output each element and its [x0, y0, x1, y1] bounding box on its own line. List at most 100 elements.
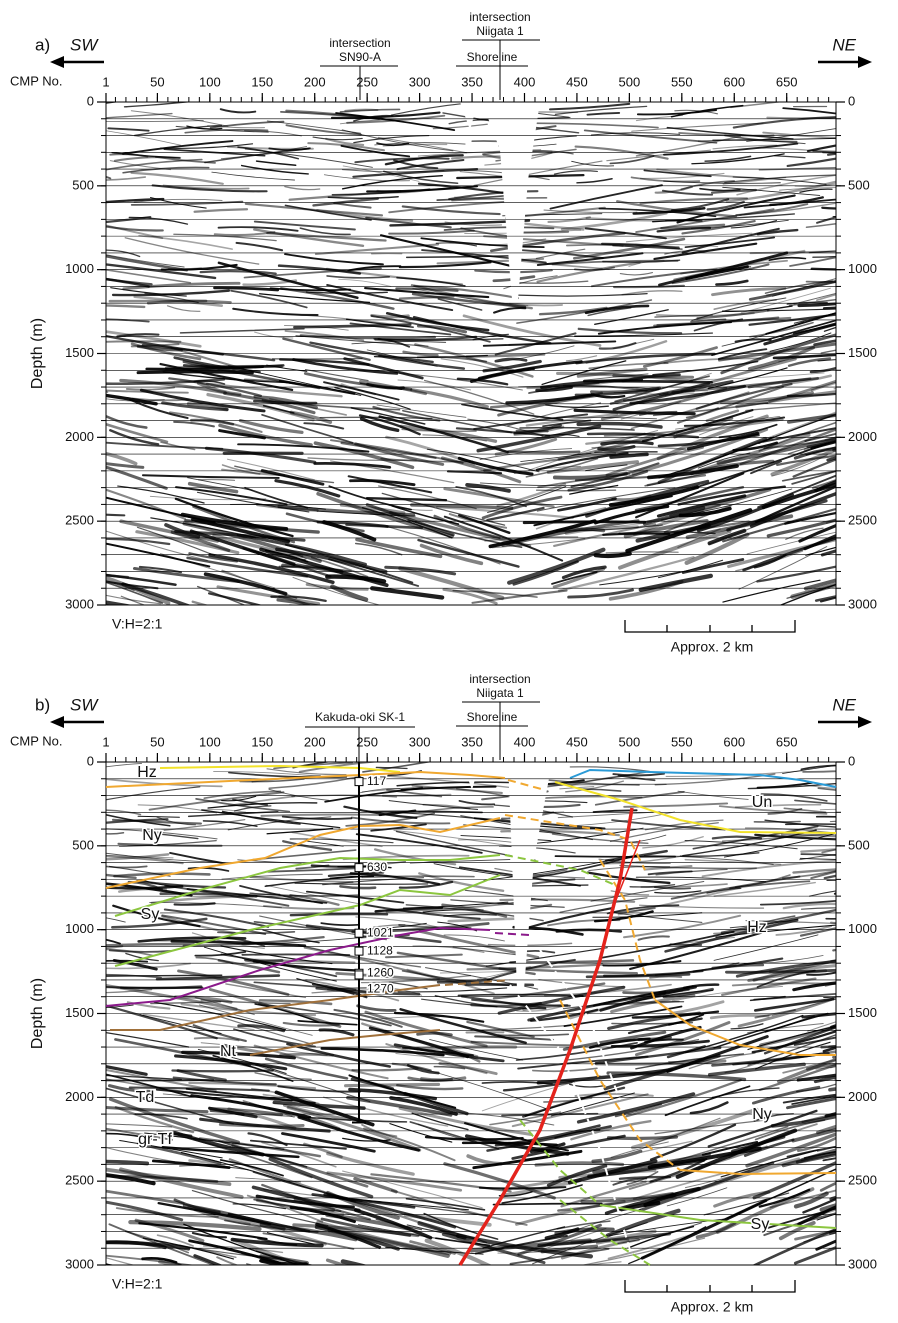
x-tick-label: 100 [199, 74, 221, 89]
reflector [320, 1030, 353, 1035]
reflector [389, 231, 474, 234]
reflector [244, 280, 296, 284]
reflector [215, 288, 278, 290]
reflector [801, 765, 853, 769]
reflector [108, 128, 148, 130]
reflector [822, 1199, 862, 1210]
reflector [685, 237, 774, 247]
reflector [278, 600, 394, 621]
arrow-head [858, 716, 872, 728]
reflector [490, 521, 594, 546]
reflector [175, 903, 215, 904]
intersection-name: SN90-A [339, 50, 381, 64]
reflector [215, 232, 275, 235]
well-marker-box [355, 864, 363, 872]
reflector [313, 137, 362, 140]
y-tick-label: 1500 [848, 345, 877, 360]
y-tick-label: 0 [848, 753, 855, 768]
y-tick-label: 2000 [65, 1089, 94, 1104]
reflector [206, 448, 314, 462]
reflector [488, 943, 571, 945]
reflector [95, 865, 146, 868]
horizon-label: gr-Tf [138, 1131, 172, 1148]
reflector [714, 935, 818, 960]
x-tick-label: 600 [723, 74, 745, 89]
y-tick-label: 3000 [65, 596, 94, 611]
reflector [811, 366, 843, 372]
reflector [358, 1006, 395, 1011]
reflector [831, 951, 898, 961]
reflector [198, 1266, 283, 1288]
reflector [264, 906, 354, 909]
reflector [538, 263, 640, 282]
reflector [340, 886, 375, 888]
y-tick-label: 1000 [65, 921, 94, 936]
data-gap [482, 102, 540, 300]
reflector [143, 475, 279, 478]
reflector [367, 186, 477, 191]
reflector [810, 888, 873, 896]
x-tick-label: 1 [102, 734, 109, 749]
y-tick-label: 500 [72, 837, 94, 852]
arrow-head [50, 716, 64, 728]
y-axis-label: Depth (m) [29, 978, 46, 1049]
reflector [85, 539, 170, 544]
reflector [546, 405, 608, 408]
reflector [496, 359, 526, 361]
reflector [759, 168, 845, 170]
arrow-head [858, 56, 872, 68]
aspect-note: V:H=2:1 [112, 616, 163, 632]
well-marker-box [355, 778, 363, 786]
reflector [367, 350, 437, 366]
y-tick-label: 2500 [848, 513, 877, 528]
reflector [670, 944, 701, 945]
x-tick-label: 450 [566, 734, 588, 749]
reflector [349, 476, 432, 492]
reflector [199, 479, 235, 480]
reflector [294, 325, 410, 328]
reflector [659, 253, 786, 285]
reflector [69, 237, 101, 240]
x-tick-label: 100 [199, 734, 221, 749]
reflector [325, 607, 415, 618]
reflector [655, 891, 701, 893]
reflector [364, 1129, 454, 1161]
reflector [789, 404, 898, 422]
intersection-name: Niigata 1 [476, 686, 524, 700]
reflector [744, 526, 877, 570]
reflector [826, 917, 898, 919]
y-tick-label: 2500 [65, 513, 94, 528]
reflector [468, 1156, 501, 1164]
reflector [113, 291, 229, 295]
reflector [536, 1163, 622, 1165]
reflector [242, 954, 349, 955]
reflector [362, 876, 474, 877]
x-tick-label: 350 [461, 734, 483, 749]
reflector [127, 387, 174, 389]
y-tick-label: 2000 [848, 1089, 877, 1104]
reflector [100, 226, 163, 231]
intersection-name: Niigata 1 [476, 24, 524, 38]
well-marker-label: 1021 [367, 925, 394, 939]
y-tick-label: 500 [72, 177, 94, 192]
reflector [283, 339, 369, 360]
reflector [824, 306, 898, 331]
reflector [775, 156, 805, 158]
reflector [307, 841, 343, 846]
reflector [267, 233, 385, 240]
reflector [376, 767, 407, 768]
horizon-label: Ny [142, 827, 162, 844]
reflector [173, 1070, 273, 1071]
reflector [167, 306, 199, 311]
reflector [242, 166, 309, 174]
reflector [736, 339, 771, 341]
x-tick-label: 50 [150, 74, 164, 89]
reflector [339, 279, 391, 286]
y-tick-label: 500 [848, 837, 870, 852]
x-tick-label: 650 [776, 734, 798, 749]
reflector [83, 1123, 172, 1127]
reflector [834, 370, 898, 389]
reflector [827, 880, 898, 885]
reflector [499, 846, 575, 853]
reflector [728, 1159, 858, 1218]
